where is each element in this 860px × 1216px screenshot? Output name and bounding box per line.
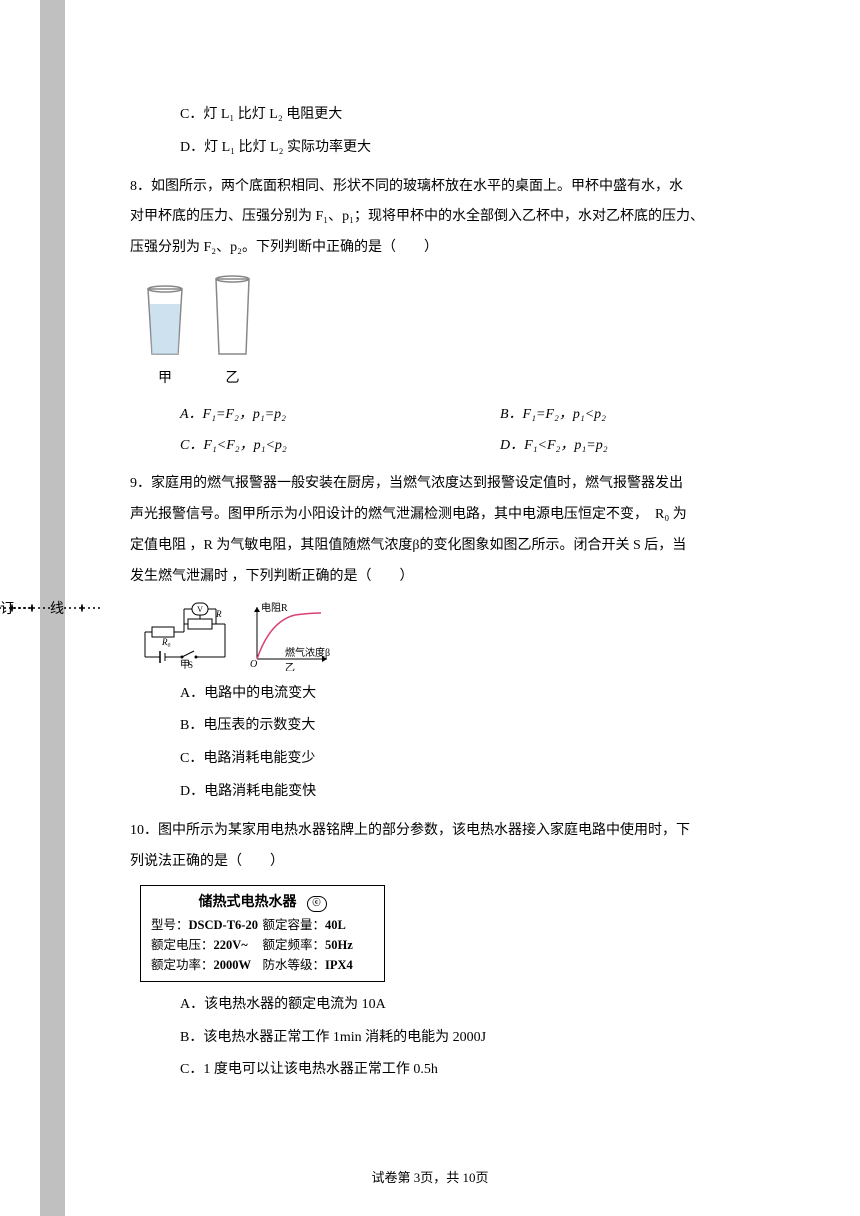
glass-label-jia: 甲: [158, 364, 172, 395]
question-8: 8．如图所示，两个底面积相同、形状不同的玻璃杯放在水平的桌面上。甲杯中盛有水，水…: [130, 172, 820, 462]
q7-option-d: D．灯 L₁ 比灯 L₂ 实际功率更大: [130, 133, 820, 164]
glass-jia-icon: [140, 284, 190, 359]
question-10: 10．图中所示为某家用电热水器铭牌上的部分参数，该电热水器接入家庭电路中使用时，…: [130, 816, 820, 1086]
svg-text:甲: 甲: [180, 660, 190, 671]
nameplate: 储热式电热水器 ⓒ 型号：DSCD-T6-20 额定容量：40L 额定电压：22…: [140, 885, 385, 981]
q10-option-a: A．该电热水器的额定电流为 10A: [130, 990, 820, 1021]
dot-pattern: [83, 607, 100, 609]
q8-options-row-1: A．F₁=F₂，p₁=p₂ B．F₁=F₂，p₁<p₂: [130, 400, 820, 431]
svg-text:电阻R: 电阻R: [261, 601, 288, 614]
circle-decor: [81, 604, 83, 612]
q9-stem-2: 声光报警信号。图甲所示为小阳设计的燃气泄漏检测电路，其中电源电压恒定不变， R₀…: [130, 500, 820, 531]
nameplate-water: 防水等级：IPX4: [263, 955, 375, 975]
glass-figure: 甲 乙: [140, 274, 820, 395]
q9-option-d: D．电路消耗电能变快: [130, 777, 820, 808]
q10-stem-2: 列说法正确的是（ ）: [130, 847, 820, 878]
q9-option-b: B．电压表的示数变大: [130, 711, 820, 742]
dot-pattern: [14, 607, 31, 609]
q10-option-b: B．该电热水器正常工作 1min 消耗的电能为 2000J: [130, 1023, 820, 1054]
q8-options-row-2: C．F₁<F₂，p₁<p₂ D．F₁<F₂，p₁=p₂: [130, 431, 820, 462]
q9-stem-3: 定值电阻 ，R 为气敏电阻，其阻值随燃气浓度β的变化图象如图乙所示。闭合开关 S…: [130, 531, 820, 562]
nameplate-voltage: 额定电压：220V~: [151, 935, 263, 955]
nameplate-capacity: 额定容量：40L: [263, 915, 375, 935]
dot-pattern: [33, 607, 50, 609]
circle-decor: [31, 604, 33, 612]
q8-option-d: D．F₁<F₂，p₁=p₂: [500, 431, 820, 462]
nameplate-title: 储热式电热水器 ⓒ: [151, 892, 374, 914]
q8-stem-1: 8．如图所示，两个底面积相同、形状不同的玻璃杯放在水平的桌面上。甲杯中盛有水，水: [130, 172, 820, 203]
q10-stem-1: 10．图中所示为某家用电热水器铭牌上的部分参数，该电热水器接入家庭电路中使用时，…: [130, 816, 820, 847]
q9-stem-1: 9．家庭用的燃气报警器一般安装在厨房，当燃气浓度达到报警设定值时，燃气报警器发出: [130, 469, 820, 500]
q8-option-b: B．F₁=F₂，p₁<p₂: [500, 400, 820, 431]
glass-label-yi: 乙: [226, 364, 240, 395]
nameplate-model: 型号：DSCD-T6-20: [151, 915, 263, 935]
svg-text:燃气浓度β: 燃气浓度β: [285, 646, 330, 659]
q7-option-c: C．灯 L₁ 比灯 L₂ 电阻更大: [130, 100, 820, 131]
glass-jia: 甲: [140, 284, 190, 395]
main-content: C．灯 L₁ 比灯 L₂ 电阻更大 D．灯 L₁ 比灯 L₂ 实际功率更大 8．…: [130, 100, 820, 1088]
binding-char-ding: 订: [0, 598, 14, 618]
nameplate-power: 额定功率：2000W: [151, 955, 263, 975]
q8-stem-2: 对甲杯底的压力、压强分别为 F₁、p₁；现将甲杯中的水全部倒入乙杯中，水对乙杯底…: [130, 202, 820, 233]
q8-option-c: C．F₁<F₂，p₁<p₂: [180, 431, 500, 462]
svg-text:乙: 乙: [285, 662, 295, 671]
svg-text:O: O: [250, 659, 257, 670]
svg-text:R₀: R₀: [161, 637, 171, 647]
nameplate-freq: 额定频率：50Hz: [263, 935, 375, 955]
q9-option-a: A．电路中的电流变大: [130, 679, 820, 710]
page-footer: 试卷第 3页，共 10页: [0, 1167, 860, 1186]
q10-option-c: C．1 度电可以让该电热水器正常工作 0.5h: [130, 1055, 820, 1086]
binding-char-xian: 线: [50, 598, 64, 618]
binding-inner-column: 线 订 装 内: [80, 0, 100, 1216]
q9-stem-4: 发生燃气泄漏时 ，下列判断正确的是（ ）: [130, 562, 820, 593]
question-9: 9．家庭用的燃气报警器一般安装在厨房，当燃气浓度达到报警设定值时，燃气报警器发出…: [130, 469, 820, 807]
circuit-diagram-icon: V R R₀: [140, 601, 235, 671]
circuit-figure: V R R₀: [140, 601, 820, 671]
svg-text:V: V: [197, 605, 203, 614]
glass-yi: 乙: [210, 274, 255, 395]
q8-stem-3: 压强分别为 F₂、p₂。下列判断中正确的是（ ）: [130, 233, 820, 264]
resistance-graph-icon: 电阻R 燃气浓度β O 乙: [245, 601, 335, 671]
q8-option-a: A．F₁=F₂，p₁=p₂: [180, 400, 500, 431]
glass-yi-icon: [210, 274, 255, 359]
dot-pattern: [64, 607, 81, 609]
q9-option-c: C．电路消耗电能变少: [130, 744, 820, 775]
ccc-mark-icon: ⓒ: [307, 896, 327, 912]
